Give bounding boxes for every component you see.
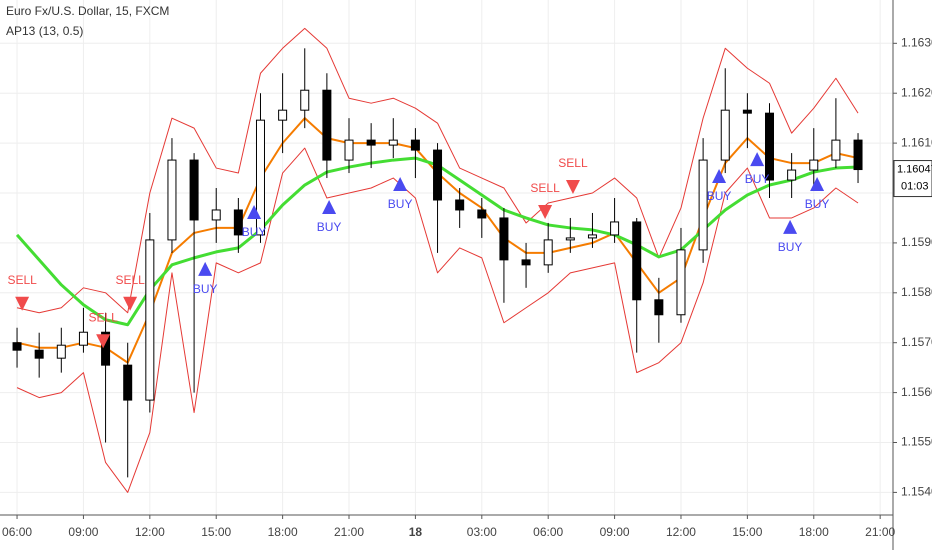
buy-signal: [393, 177, 408, 192]
x-tick-label: 12:00: [135, 525, 165, 539]
last-price-label: 1.16047: [897, 163, 932, 175]
sell-signal: [15, 296, 30, 311]
x-tick-label: 03:00: [467, 525, 497, 539]
y-tick-label: 1.16300: [901, 35, 932, 49]
signal-label: BUY: [242, 225, 267, 239]
sell-signal: [96, 334, 111, 349]
indicator-line: [16, 147, 859, 493]
candle-body: [543, 239, 553, 266]
y-tick-label: 1.15900: [901, 235, 932, 249]
candle-body: [145, 239, 155, 401]
x-tick-label: 06:00: [2, 525, 32, 539]
candle-body: [56, 344, 66, 359]
x-tick-label: 12:00: [666, 525, 696, 539]
x-tick-label: 18: [409, 525, 423, 539]
candle-body: [610, 221, 620, 236]
candle-body: [787, 169, 797, 181]
buy-signal: [198, 261, 213, 276]
y-tick-label: 1.15500: [901, 435, 932, 449]
candle-body: [698, 159, 708, 251]
signal-label: SELL: [558, 156, 588, 170]
candle-body: [300, 89, 310, 111]
candle-body: [765, 112, 775, 181]
candle-body: [853, 139, 863, 171]
candle-body: [12, 342, 22, 351]
buy-signal: [783, 219, 798, 234]
x-tick-label: 18:00: [268, 525, 298, 539]
chart-title: Euro Fx/U.S. Dollar, 15, FXCM: [6, 4, 169, 18]
y-tick-label: 1.15400: [901, 485, 932, 499]
candle-body: [587, 234, 597, 239]
y-tick-label: 1.16100: [901, 135, 932, 149]
y-tick-label: 1.15600: [901, 385, 932, 399]
candle-body: [366, 139, 376, 146]
x-tick-label: 21:00: [865, 525, 895, 539]
x-tick-label: 09:00: [68, 525, 98, 539]
y-tick-label: 1.15800: [901, 285, 932, 299]
candle-body: [322, 89, 332, 161]
x-tick-label: 21:00: [334, 525, 364, 539]
candle-body: [433, 149, 443, 201]
x-tick-label: 06:00: [533, 525, 563, 539]
signal-label: SELL: [7, 273, 37, 287]
signal-label: BUY: [193, 282, 218, 296]
candle-body: [78, 331, 88, 346]
candle-body: [101, 331, 111, 366]
candle-body: [499, 217, 509, 261]
candle-body: [477, 209, 487, 219]
candle-body: [344, 139, 354, 161]
sell-signal: [565, 180, 580, 195]
signal-label: SELL: [530, 181, 560, 195]
candle-body: [831, 139, 841, 161]
candle-body: [632, 221, 642, 301]
x-tick-label: 15:00: [732, 525, 762, 539]
signal-label: BUY: [778, 240, 803, 254]
candle-body: [676, 249, 686, 316]
indicator-line: [16, 27, 859, 314]
last-price-tag: [893, 160, 932, 198]
candle-body: [211, 209, 221, 221]
candle-body: [278, 109, 288, 121]
y-tick-label: 1.16200: [901, 85, 932, 99]
candle-body: [410, 139, 420, 151]
candle-body: [233, 209, 243, 236]
x-tick-label: 18:00: [799, 525, 829, 539]
y-tick-label: 1.15700: [901, 335, 932, 349]
sell-signal: [123, 296, 138, 311]
candle-body: [189, 159, 199, 221]
signal-label: SELL: [115, 273, 145, 287]
candle-body: [565, 237, 575, 241]
x-tick-label: 09:00: [600, 525, 630, 539]
buy-signal: [247, 204, 262, 219]
signal-label: BUY: [745, 172, 770, 186]
plot-area: SELL SELL SELL SELL SELL BUY BUY BUY BUY BUY BUY BU…: [7, 27, 863, 493]
candle-body: [123, 364, 133, 401]
sell-signal: [538, 204, 553, 219]
buy-signal: [750, 152, 765, 167]
indicator-label: AP13 (13, 0.5): [6, 24, 83, 38]
axes: 1.15400 1.15500 1.15600 1.15700 1.15800 1.159…: [2, 35, 932, 539]
candle-body: [720, 109, 730, 161]
countdown-label: 01:03: [901, 180, 929, 192]
candle-body: [388, 139, 398, 146]
signal-label: BUY: [707, 189, 732, 203]
candle-body: [255, 119, 265, 236]
buy-signal: [712, 169, 727, 184]
candle-body: [521, 259, 531, 266]
signal-label: BUY: [317, 220, 342, 234]
buy-signal: [322, 199, 337, 214]
buy-signal: [810, 177, 825, 192]
candle-body: [742, 109, 752, 114]
candle-body: [809, 159, 819, 171]
x-tick-label: 15:00: [201, 525, 231, 539]
signal-label: SELL: [88, 310, 118, 324]
candle-body: [167, 159, 177, 241]
candle-body: [455, 199, 465, 211]
candle-body: [654, 299, 664, 316]
signal-label: BUY: [805, 197, 830, 211]
signal-label: BUY: [388, 197, 413, 211]
candle-body: [34, 349, 44, 359]
